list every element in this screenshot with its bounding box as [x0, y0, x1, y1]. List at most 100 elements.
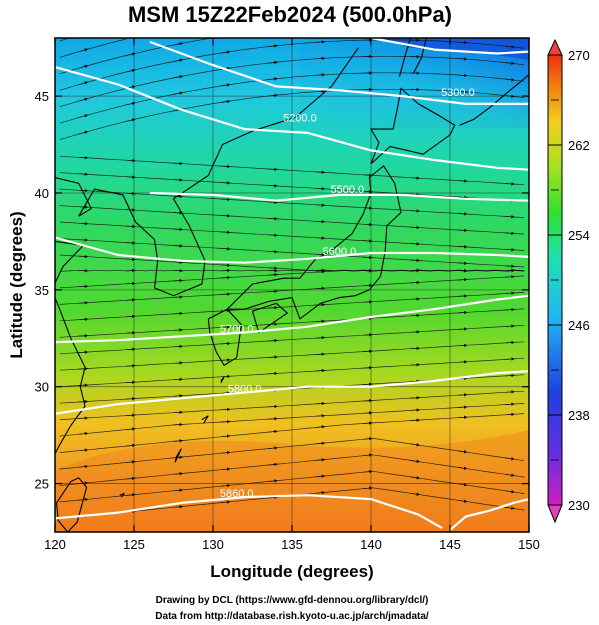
streamline — [59, 275, 525, 305]
wind-arrow — [126, 175, 136, 179]
wind-arrow — [410, 176, 421, 180]
wind-arrow — [505, 215, 515, 219]
wind-arrow — [268, 268, 278, 273]
wind-arrow — [268, 479, 278, 483]
wind-arrow — [410, 313, 421, 318]
streamline — [59, 454, 525, 486]
wind-arrow — [457, 268, 468, 273]
wind-arrow — [173, 42, 184, 46]
wind-arrow — [126, 396, 136, 401]
wind-arrow — [78, 301, 89, 305]
wind-arrow — [315, 458, 326, 462]
streamline — [59, 357, 525, 388]
coastline — [174, 448, 182, 463]
wind-arrow — [78, 81, 89, 86]
wind-arrow — [315, 303, 326, 307]
wind-arrow — [220, 434, 231, 438]
y-axis-label: Latitude (degrees) — [7, 211, 26, 358]
wind-arrow — [220, 374, 231, 379]
contour-line — [55, 370, 529, 415]
wind-arrow — [410, 418, 421, 422]
wind-arrow — [457, 499, 468, 503]
wind-arrow — [315, 368, 326, 373]
wind-arrow — [457, 405, 468, 409]
contour-line — [370, 38, 529, 55]
credit-line-2: Data from http://database.rish.kyoto-u.a… — [155, 611, 429, 622]
wind-arrow — [173, 377, 184, 382]
y-tick-label: 35 — [35, 283, 49, 298]
wind-arrow — [78, 317, 89, 322]
wind-arrow — [363, 421, 373, 425]
wind-arrow — [126, 443, 136, 448]
streamline — [59, 72, 525, 124]
wind-arrow — [173, 194, 184, 199]
colorbar-label: 246 — [568, 318, 590, 333]
wind-arrow — [457, 466, 468, 471]
wind-arrow — [315, 73, 326, 77]
x-axis-label: Longitude (degrees) — [210, 562, 373, 581]
x-tick-label: 130 — [202, 537, 224, 552]
wind-arrow — [173, 161, 184, 166]
wind-arrow — [220, 407, 231, 412]
wind-arrow — [220, 83, 231, 87]
wind-arrow — [315, 40, 326, 44]
wind-arrow — [126, 257, 136, 262]
streamline — [59, 254, 525, 272]
wind-arrow — [315, 441, 326, 446]
x-tick-label: 145 — [439, 537, 461, 552]
wind-arrow — [505, 373, 515, 378]
wind-arrow — [220, 99, 231, 104]
coastline — [398, 38, 412, 77]
wind-arrow — [220, 341, 231, 346]
wind-arrow — [173, 439, 184, 443]
wind-arrow — [268, 167, 278, 172]
contour-label: 5800.0 — [228, 384, 262, 396]
streamline — [59, 221, 525, 251]
wind-arrow — [268, 272, 278, 277]
streamline — [59, 205, 525, 235]
wind-arrow — [363, 255, 373, 260]
wind-arrow — [363, 411, 373, 415]
wind-arrow — [268, 322, 278, 326]
chart-title: MSM 15Z22Feb2024 (500.0hPa) — [128, 2, 452, 27]
wind-arrow — [126, 460, 136, 464]
wind-arrow — [126, 158, 136, 163]
wind-arrow — [268, 404, 278, 409]
wind-arrow — [457, 195, 468, 200]
wind-arrow — [78, 464, 89, 469]
wind-arrow — [78, 97, 89, 102]
wind-arrow — [410, 209, 421, 213]
wind-arrow — [457, 310, 468, 315]
colorbar-label: 270 — [568, 48, 590, 63]
wind-arrow — [220, 247, 231, 251]
contour-line — [55, 294, 529, 344]
wind-arrow — [457, 393, 468, 397]
colorbar-label: 254 — [568, 228, 590, 243]
wind-arrow — [78, 48, 89, 53]
wind-arrow — [220, 483, 231, 488]
wind-arrow — [410, 363, 421, 367]
wind-arrow — [410, 443, 421, 447]
wind-arrow — [505, 340, 515, 345]
wind-arrow — [410, 242, 421, 246]
wind-arrow — [173, 58, 184, 63]
wind-arrow — [410, 459, 421, 464]
coastline — [413, 38, 427, 74]
colorbar-top-arrow — [547, 38, 563, 56]
wind-arrow — [78, 383, 89, 387]
wind-arrow — [126, 314, 136, 319]
wind-arrow — [363, 349, 373, 354]
wind-arrow — [220, 164, 231, 169]
wind-arrow — [173, 311, 184, 316]
wind-arrow — [505, 247, 515, 252]
wind-arrow — [78, 238, 89, 242]
streamline — [59, 413, 525, 453]
wind-arrow — [505, 45, 515, 49]
streamline — [59, 88, 525, 141]
wind-arrow — [505, 473, 515, 477]
y-tick-label: 25 — [35, 477, 49, 492]
wind-arrow — [505, 402, 515, 406]
wind-arrow — [505, 274, 515, 279]
wind-arrow — [363, 398, 373, 403]
